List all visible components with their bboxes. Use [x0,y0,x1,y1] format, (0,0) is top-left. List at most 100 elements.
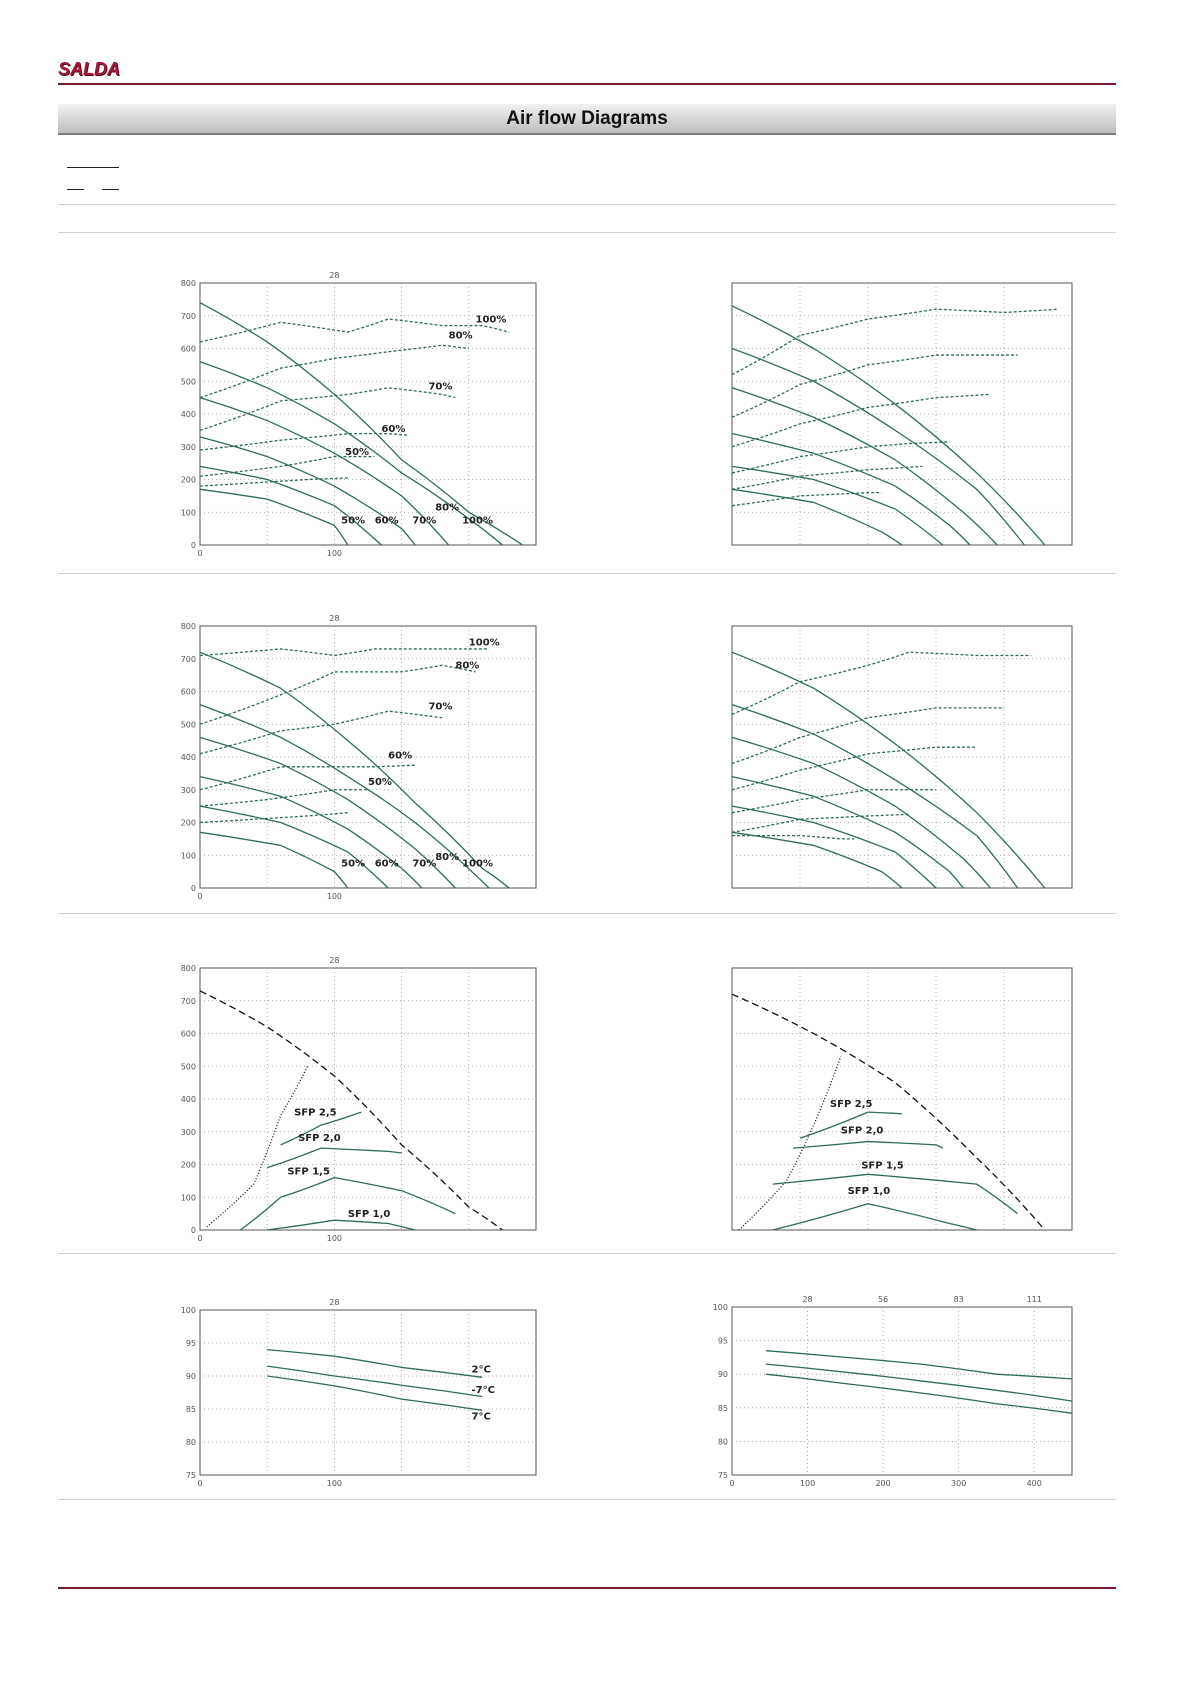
y-tick-label: 95 [186,1339,196,1348]
legend-line-dash-a [67,189,84,190]
curve-label: 100% [476,314,507,325]
top-tick-label: 28 [329,1298,339,1307]
x-tick-label: 0 [197,1479,202,1488]
y-tick-label: 200 [181,819,196,828]
curve-label: 50% [368,777,392,788]
series-line-curve [731,707,1004,765]
series-line-sfp-2-5 [799,1111,903,1139]
x-tick-label: 0 [197,1234,202,1243]
y-tick-label: 500 [181,720,196,729]
x-tick-label: 0 [729,1479,734,1488]
y-tick-label: 800 [181,279,196,288]
x-tick-label: 100 [327,549,342,558]
y-tick-label: 700 [181,312,196,321]
row-separator [58,1499,1116,1500]
y-tick-label: 300 [181,786,196,795]
y-tick-label: 0 [191,884,196,893]
curve-label: 100% [462,859,493,870]
y-tick-label: 600 [181,1030,196,1039]
series-line-curve [765,1373,1073,1414]
series-line-60- [199,764,416,791]
x-tick-label: 100 [327,892,342,901]
series-line-2-c [267,1348,483,1378]
y-tick-label: 800 [181,964,196,973]
series-line-curve [731,305,1046,546]
top-tick-label: 28 [802,1295,812,1304]
x-tick-label: 0 [197,549,202,558]
salda-logo: SALDA [58,59,120,79]
curve-label: 2°C [471,1365,490,1376]
y-tick-label: 85 [186,1405,196,1414]
series-line--7-c [267,1365,483,1398]
series-line-50- [199,789,368,807]
legend-line-dash-b [102,189,119,190]
y-tick-label: 100 [713,1303,728,1312]
series-line-sfp-1-0 [772,1203,977,1231]
series-line-curve [199,812,348,824]
series-line-100- [199,648,489,657]
curve-label: 7°C [471,1412,490,1423]
y-tick-label: 100 [181,1306,196,1315]
curve-label: 70% [428,381,452,392]
series-line-curve [731,746,977,791]
curve-label: SFP 1,5 [287,1166,330,1177]
curve-label: SFP 1,5 [861,1160,904,1171]
curve-label: 70% [412,516,436,527]
series-line-curve [731,651,1032,716]
top-tick-label: 28 [329,956,339,965]
series-line-low [199,831,349,889]
series-line-curve [731,354,1018,418]
y-tick-label: 500 [181,377,196,386]
series-line-70- [199,387,456,431]
y-tick-label: 400 [181,1095,196,1104]
curve-label: -7°C [471,1385,494,1396]
series-line-curve [731,813,909,833]
series-line-70- [199,710,443,755]
series-line-80- [199,664,476,725]
x-tick-label: 200 [875,1479,890,1488]
header-rule [58,83,1116,85]
series-line-sfp-2-0 [266,1147,402,1169]
y-tick-label: 0 [191,541,196,550]
series-line-curve [731,465,923,490]
y-tick-label: 100 [181,851,196,860]
series-line-max [731,993,1046,1231]
curve-label: SFP 2,0 [298,1133,341,1144]
top-tick-label: 111 [1027,1295,1042,1304]
y-tick-label: 100 [181,1193,196,1202]
curve-label: 80% [435,852,459,863]
series-line-sfp-2-5 [280,1111,362,1146]
series-line-80- [199,703,490,889]
series-line-curve [731,441,950,474]
series-line-curve [731,347,1025,546]
series-line-curve [731,776,964,889]
y-tick-label: 600 [181,688,196,697]
row-separator [58,573,1116,574]
curve-label: SFP 2,5 [830,1099,873,1110]
series-line-100- [199,302,523,546]
y-tick-label: 95 [718,1337,728,1346]
y-tick-label: 400 [181,753,196,762]
series-line-curve [731,433,971,546]
series-line-curve [732,834,855,840]
series-line-80- [199,360,503,546]
curve-label: 100% [469,638,500,649]
top-tick-label: 28 [329,271,339,280]
y-tick-label: 85 [718,1404,728,1413]
x-tick-label: 400 [1027,1479,1042,1488]
series-line-curve [731,703,1019,889]
top-tick-label: 56 [878,1295,888,1304]
x-tick-label: 300 [951,1479,966,1488]
curve-label: 50% [341,516,365,527]
y-tick-label: 0 [191,1226,196,1235]
y-tick-label: 80 [186,1438,196,1447]
curve-label: 50% [341,859,365,870]
curve-label: 80% [449,331,473,342]
curve-label: 60% [375,859,399,870]
series-line-curve [731,488,903,546]
y-tick-label: 90 [186,1372,196,1381]
series-line-100- [199,318,510,343]
curve-label: SFP 2,0 [841,1125,884,1136]
legend-line-solid [67,167,119,168]
